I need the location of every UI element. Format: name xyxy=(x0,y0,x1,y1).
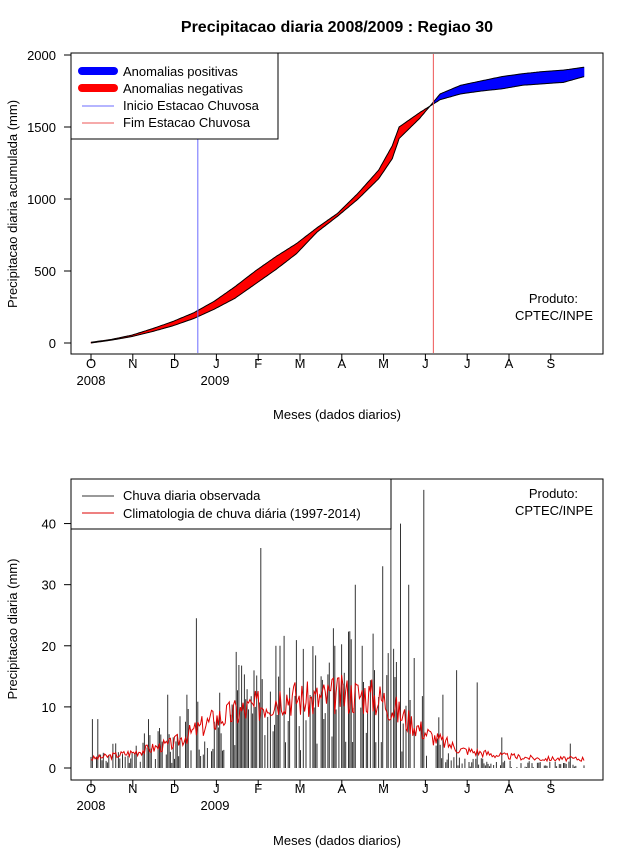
x-tick-label: J xyxy=(213,356,220,371)
bottom-x-axis-label: Meses (dados diarios) xyxy=(273,833,401,848)
x-tick-label: F xyxy=(254,356,262,371)
x-tick-label: S xyxy=(546,356,555,371)
legend-label-end: Fim Estacao Chuvosa xyxy=(123,115,251,130)
climatology-cumulative-line xyxy=(90,76,585,343)
year-label: 2009 xyxy=(201,373,230,388)
x-tick-label: J xyxy=(464,356,471,371)
daily-data-layer xyxy=(90,489,585,768)
x-tick-label: J xyxy=(422,356,429,371)
top-annotation-cptec: CPTEC/INPE xyxy=(515,308,593,323)
y-tick-label: 0 xyxy=(49,336,56,351)
x-tick-label: J xyxy=(464,781,471,796)
x-tick-label: M xyxy=(295,356,306,371)
top-legend: Anomalias positivas Anomalias negativas … xyxy=(70,52,279,140)
y-tick-label: 500 xyxy=(34,264,56,279)
anomaly-segment xyxy=(582,66,585,78)
observed-cumulative-line xyxy=(90,66,585,344)
daily-chart: 0 10 20 30 40 O N D J F M A M J J A S 2008 2009 Precipita… xyxy=(5,478,604,848)
bottom-legend: Chuva diaria observada Climatologia de c… xyxy=(70,478,392,530)
x-tick-label: F xyxy=(254,781,262,796)
bottom-annotation-cptec: CPTEC/INPE xyxy=(515,503,593,518)
x-tick-label: J xyxy=(422,781,429,796)
legend-label-negative: Anomalias negativas xyxy=(123,81,243,96)
year-label: 2009 xyxy=(201,798,230,813)
year-label: 2008 xyxy=(77,798,106,813)
y-tick-label: 10 xyxy=(42,700,56,715)
y-tick-label: 40 xyxy=(42,517,56,532)
legend-label-observed: Chuva diaria observada xyxy=(123,488,261,503)
bottom-y-axis: 0 10 20 30 40 xyxy=(42,517,72,776)
x-tick-label: N xyxy=(128,356,137,371)
x-tick-label: M xyxy=(295,781,306,796)
bottom-y-axis-label: Precipitacao diaria (mm) xyxy=(5,559,20,700)
y-tick-label: 1000 xyxy=(27,192,56,207)
x-tick-label: O xyxy=(86,781,96,796)
x-tick-label: A xyxy=(337,356,346,371)
x-tick-label: A xyxy=(337,781,346,796)
x-tick-label: J xyxy=(213,781,220,796)
top-y-axis-label: Precipitacao diaria acumulada (mm) xyxy=(5,100,20,308)
x-tick-label: M xyxy=(378,781,389,796)
legend-label-positive: Anomalias positivas xyxy=(123,64,238,79)
climatology-daily-line xyxy=(90,674,585,763)
x-tick-label: D xyxy=(170,781,179,796)
legend-label-onset: Inicio Estacao Chuvosa xyxy=(123,98,260,113)
x-tick-label: A xyxy=(505,781,514,796)
top-x-axis: O N D J F M A M J J A S 2008 2009 xyxy=(77,353,555,388)
year-label: 2008 xyxy=(77,373,106,388)
x-tick-label: A xyxy=(505,356,514,371)
y-tick-label: 20 xyxy=(42,639,56,654)
cumulative-chart: Precipitacao diaria 2008/2009 : Regiao 3… xyxy=(5,19,604,422)
x-tick-label: N xyxy=(128,781,137,796)
y-tick-label: 30 xyxy=(42,578,56,593)
x-tick-label: D xyxy=(170,356,179,371)
y-tick-label: 1500 xyxy=(27,120,56,135)
bottom-legend-box xyxy=(70,478,392,530)
x-tick-label: M xyxy=(378,356,389,371)
bottom-x-axis: O N D J F M A M J J A S 2008 2009 xyxy=(77,779,555,813)
cumulative-data-layer xyxy=(90,54,585,353)
y-tick-label: 0 xyxy=(49,761,56,776)
top-y-axis: 0 500 1000 1500 2000 xyxy=(27,48,72,351)
legend-label-climatology: Climatologia de chuva diária (1997-2014) xyxy=(123,506,361,521)
x-tick-label: S xyxy=(546,781,555,796)
bottom-annotation-produto: Produto: xyxy=(529,486,578,501)
chart-title: Precipitacao diaria 2008/2009 : Regiao 3… xyxy=(181,19,493,36)
top-x-axis-label: Meses (dados diarios) xyxy=(273,407,401,422)
top-annotation-produto: Produto: xyxy=(529,291,578,306)
x-tick-label: O xyxy=(86,356,96,371)
y-tick-label: 2000 xyxy=(27,48,56,63)
